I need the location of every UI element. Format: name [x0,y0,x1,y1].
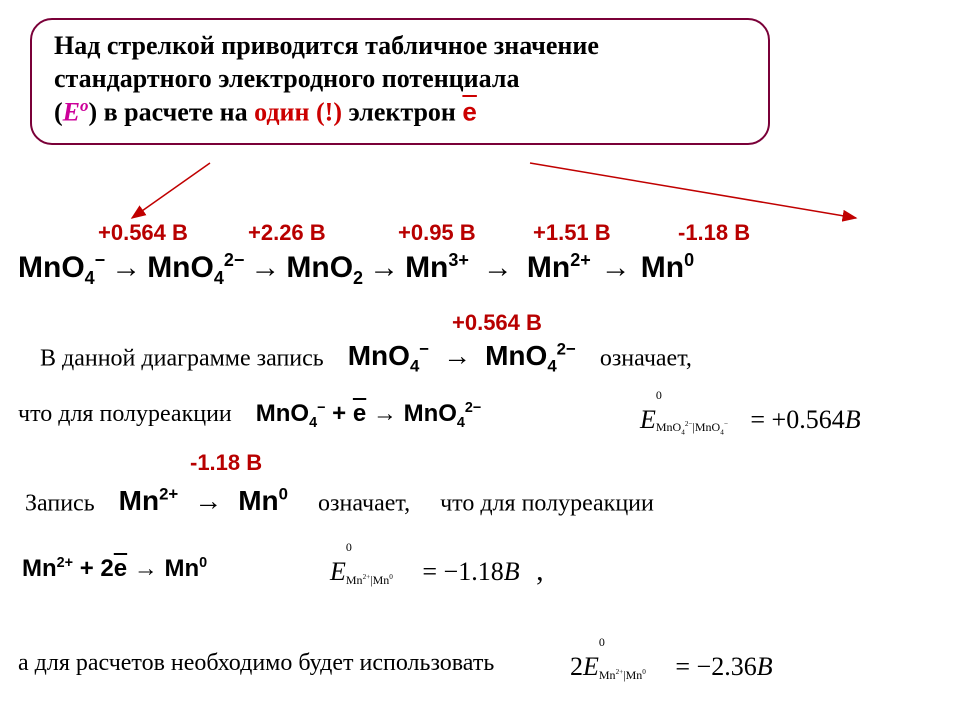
halfrx2-E: E0Mn2+|Mn0 = −1.18В , [330,550,544,588]
arrow-3: → [469,251,527,285]
explain1-arrow: → [435,340,479,371]
callout-line3-pre: ( [54,98,63,127]
explain1-pot: +0.564 В [452,310,542,337]
callout-E: E [63,98,80,127]
latimer-potentials-row: +0.564 В +2.26 В +0.95 В +1.51 В -1.18 В [18,220,942,246]
species-4: Mn2+ [527,250,591,285]
halfrx1-intro: что для полуреакции [18,401,232,427]
latimer-diagram: +0.564 В +2.26 В +0.95 В +1.51 В -1.18 В… [18,220,942,289]
halfrx1-E-sym: E [640,405,656,434]
explain1-row: В данной диаграмме запись MnO4− → MnO42−… [40,340,692,377]
halfrx2-E-sup: 0 [346,540,352,555]
halfrx2-comma: , [526,554,544,587]
explain1-intro: В данной диаграмме запись [40,345,324,371]
halfrx1-E: E0MnO42−|MnO4− = +0.564В [640,398,861,435]
halfrx1-eq: MnO4− + e → MnO42− [256,400,482,427]
explain2-pot: -1.18 В [190,450,262,477]
explain2-rhs: Mn0 [238,485,288,516]
halfrx1-row: что для полуреакции MnO4− + e → MnO42− [18,400,481,431]
explain1-means: означает, [600,345,692,371]
callout-box: Над стрелкой приводится табличное значен… [30,18,770,145]
footer-E-sym: E [583,652,599,681]
arrow-2: → [363,251,405,285]
halfrx2-eq: Mn2+ + 2e → Mn0 [22,555,207,582]
halfrx2-E-val: = −1.18В [422,557,519,586]
halfrx2-row: Mn2+ + 2e → Mn0 [22,555,207,583]
footer-E-sub: Mn2+|Mn0 [599,668,646,683]
arrow-1: → [244,251,286,285]
callout-line1: Над стрелкой приводится табличное значен… [54,31,599,60]
pot-1: +2.26 В [248,220,398,246]
arrow-4: → [591,251,641,285]
explain2-intro: Запись [25,490,95,516]
callout-red: один (!) [254,98,342,127]
species-1: MnO42− [147,250,244,289]
halfrx1-E-sub: MnO42−|MnO4− [656,420,728,436]
pot-2: +0.95 В [398,220,533,246]
footer-E-val: = −2.36В [675,652,772,681]
pot-0: +0.564 В [98,220,248,246]
callout-line2: стандартного электродного потенциала [54,64,519,93]
footer-row: а для расчетов необходимо будет использо… [18,650,494,677]
latimer-species-row: MnO4− → MnO42− → MnO2 → Mn3+ → Mn2+ → Mn… [18,250,942,289]
halfrx1-E-sup: 0 [656,388,662,403]
callout-e: е [462,97,476,127]
footer-E-sup: 0 [599,635,605,650]
arrow-0: → [105,251,147,285]
footer-E: 2E0Mn2+|Mn0 = −2.36В [570,645,773,682]
species-5: Mn0 [641,250,694,285]
halfrx2-E-sub: Mn2+|Mn0 [346,573,393,588]
explain2-lhs: Mn2+ [119,485,179,516]
explain1-lhs: MnO4− [348,340,429,371]
explain1-pot-val: +0.564 В [452,310,542,335]
species-2: MnO2 [286,251,363,289]
footer-text: а для расчетов необходимо будет использо… [18,650,494,676]
callout-line3-post: электрон [342,98,462,127]
pot-4: -1.18 В [678,220,828,246]
species-0: MnO4− [18,250,105,289]
explain2-arrow: → [184,485,232,516]
explain2-pot-val: -1.18 В [190,450,262,475]
species-3: Mn3+ [405,250,469,285]
explain1-rhs: MnO42− [485,340,576,371]
explain2-means: означает, [318,490,410,516]
halfrx1-E-val: = +0.564В [750,405,860,434]
halfrx2-E-sym: E [330,557,346,586]
pot-3: +1.51 В [533,220,678,246]
explain2-row: Запись Mn2+ → Mn0 означает, что для полу… [25,485,654,517]
callout-line3-mid: ) в расчете на [88,98,254,127]
explain2-tail: что для полуреакции [440,490,654,516]
footer-coef: 2 [570,652,583,681]
